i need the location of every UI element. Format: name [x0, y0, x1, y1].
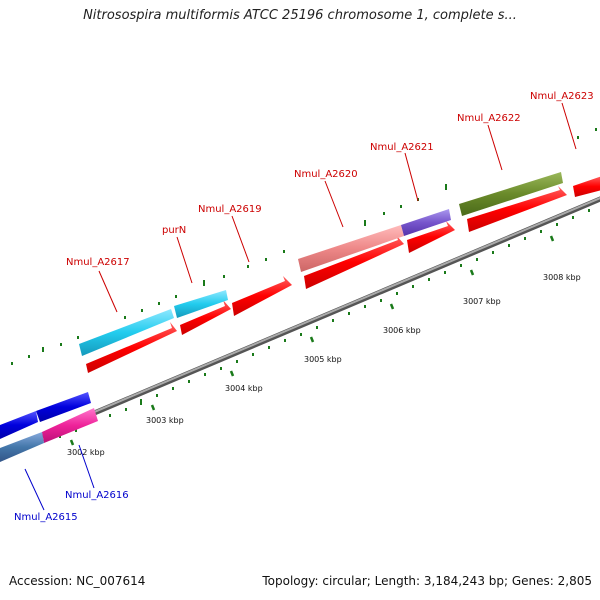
- scale-label: 3008 kbp: [543, 273, 581, 282]
- gene-label: Nmul_A2623: [530, 91, 594, 102]
- scale-label: 3007 kbp: [463, 297, 501, 306]
- gene-label: purN: [162, 225, 186, 236]
- gene-label: Nmul_A2619: [198, 204, 262, 215]
- gene-nmul-a2622: [459, 172, 563, 216]
- gene-label: Nmul_A2616: [65, 490, 129, 501]
- cds-arrow: [86, 322, 177, 373]
- cds-arrow: [467, 186, 567, 232]
- gene-nmul-a2615: [36, 392, 91, 422]
- scale-label: 3006 kbp: [383, 326, 421, 335]
- gene-label: Nmul_A2621: [370, 142, 434, 153]
- forward-gene-track[interactable]: [79, 172, 563, 356]
- gene-label: Nmul_A2615: [14, 512, 78, 523]
- scale-label: 3005 kbp: [304, 355, 342, 364]
- cds-arrow: [304, 235, 404, 289]
- scale-labels: 3002 kbp 3003 kbp 3004 kbp 3005 kbp 3006…: [67, 273, 581, 457]
- genome-summary-text: Topology: circular; Length: 3,184,243 bp…: [262, 574, 592, 588]
- cds-arrow: [180, 300, 231, 335]
- cds-arrow: [407, 221, 455, 253]
- gene-nmul-a2616: [42, 408, 98, 443]
- scale-label: 3002 kbp: [67, 448, 105, 457]
- gene-nmul-a2615: [0, 411, 38, 439]
- accession-text: Accession: NC_007614: [9, 574, 146, 588]
- outer-tick-ring: [11, 128, 597, 365]
- gene-label: Nmul_A2617: [66, 257, 130, 268]
- forward-cds-track[interactable]: [86, 176, 600, 373]
- cds-arrow: [573, 176, 600, 197]
- cds-arrow: [232, 276, 292, 316]
- map-title: Nitrosospira multiformis ATCC 25196 chro…: [83, 8, 517, 23]
- gene-labels: Nmul_A2617 purN Nmul_A2619 Nmul_A2620 Nm…: [14, 91, 594, 523]
- scale-label: 3003 kbp: [146, 416, 184, 425]
- reverse-gene-track[interactable]: [0, 392, 98, 462]
- leader-lines: [24, 102, 577, 511]
- gene-nmul-a2617: [79, 309, 174, 356]
- gene-label: Nmul_A2620: [294, 169, 358, 180]
- inner-scale-ring: [59, 209, 590, 446]
- scale-label: 3004 kbp: [225, 384, 263, 393]
- gene-nmul-a2621: [401, 209, 451, 236]
- gene-label: Nmul_A2622: [457, 113, 521, 124]
- gene-steelblue: [0, 432, 44, 462]
- gene-purn: [174, 290, 228, 318]
- chromosome-backbone: [0, 196, 600, 456]
- gene-nmul-a2620: [298, 225, 404, 272]
